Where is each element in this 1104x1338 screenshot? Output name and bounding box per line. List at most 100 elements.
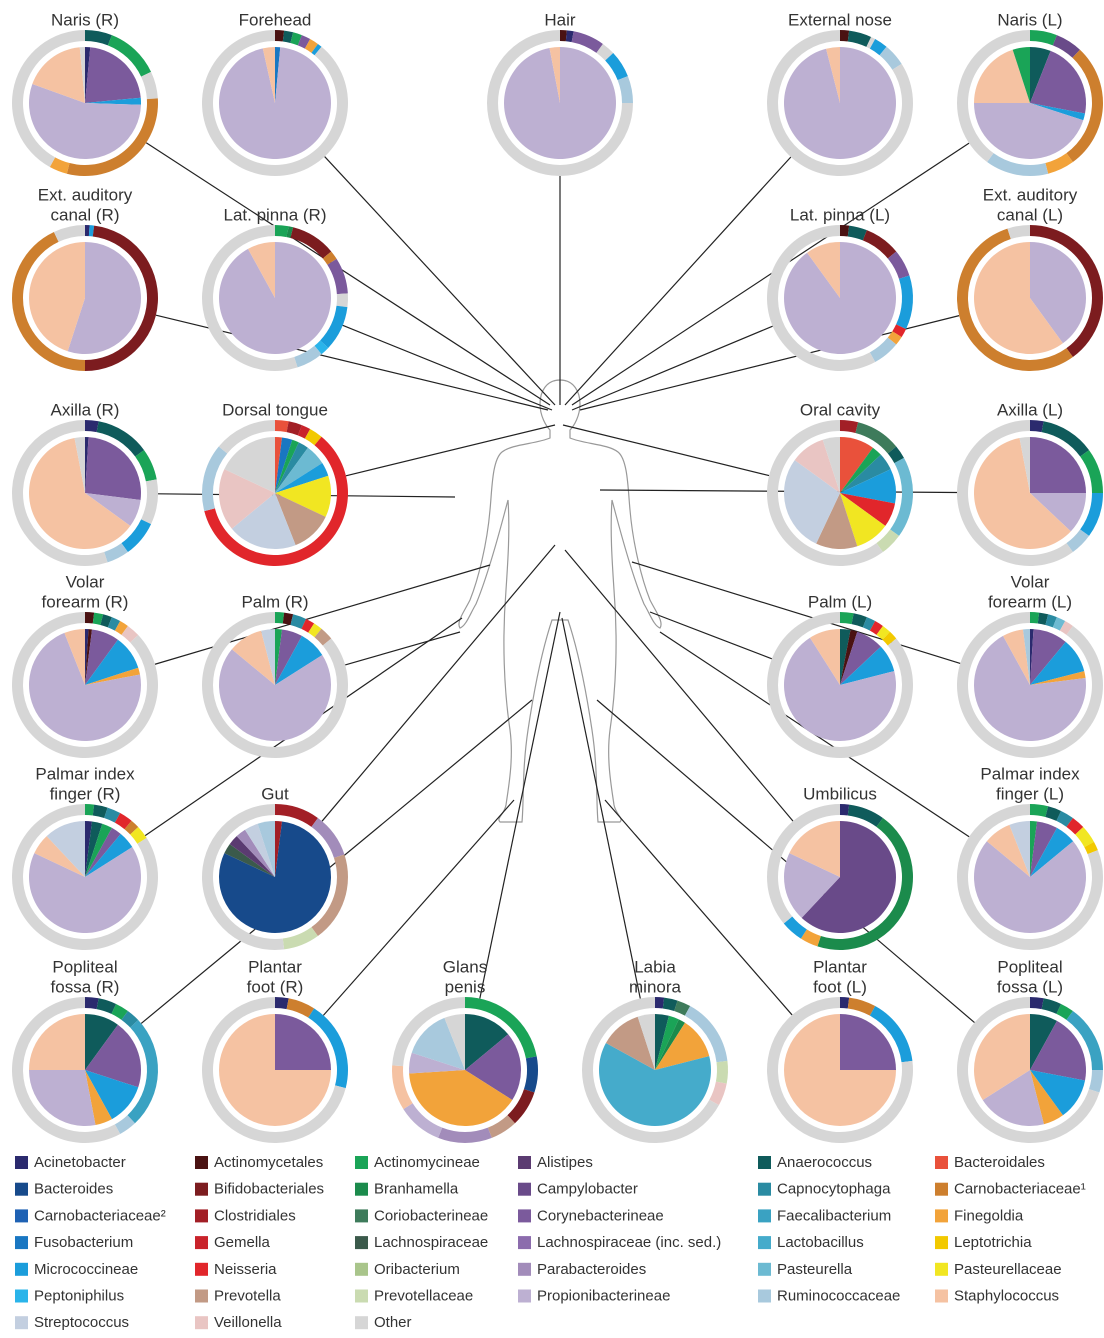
site-label: foot (L)	[813, 977, 867, 996]
pie-slice	[1030, 671, 1086, 685]
pie-slice	[85, 639, 139, 685]
site-pie	[581, 997, 729, 1144]
site-label: fossa (L)	[997, 977, 1063, 996]
pie-slice	[826, 47, 840, 103]
ring-segment	[314, 628, 332, 646]
legend-swatch	[15, 1209, 28, 1223]
legend-swatch	[195, 1262, 208, 1276]
ring-segment	[1066, 817, 1084, 835]
ring-segment	[275, 612, 285, 624]
legend-swatch	[355, 1262, 368, 1276]
ring-segment	[85, 612, 95, 624]
legend-swatch	[195, 1316, 208, 1330]
pie-slice	[655, 1019, 686, 1070]
ring-segment	[124, 820, 139, 835]
ring-segment	[1007, 225, 1030, 240]
ring-segment	[66, 98, 159, 177]
pie-slice	[219, 1014, 331, 1126]
body-right	[559, 379, 662, 823]
legend-swatch	[518, 1182, 531, 1196]
pie-slice	[218, 649, 331, 742]
pie-slice	[34, 836, 85, 877]
ring-segment	[847, 997, 876, 1016]
ring-segment	[1045, 806, 1062, 821]
legend-label: Oribacterium	[374, 1261, 460, 1278]
ring-segment	[11, 231, 85, 371]
ring-segment	[201, 446, 228, 512]
pie-slice	[840, 437, 873, 493]
ring-segment	[1045, 614, 1057, 628]
legend-label: Clostridiales	[214, 1207, 296, 1224]
ring-segment	[847, 804, 883, 827]
pie-slice	[29, 846, 142, 934]
ring-segment	[892, 324, 907, 338]
pie-slice	[261, 629, 275, 685]
legend-label: Branhamella	[374, 1181, 459, 1198]
legend-swatch	[15, 1289, 28, 1303]
pie-slice	[1030, 1014, 1057, 1070]
pie-slice	[840, 493, 896, 526]
site-label: Naris (R)	[51, 10, 119, 29]
pie-slice	[1030, 47, 1051, 103]
ring-segment	[851, 613, 867, 628]
pie-slice	[840, 447, 881, 493]
pie-slice	[840, 646, 895, 685]
ring-segment	[327, 258, 348, 295]
pie-slice	[1030, 493, 1087, 532]
site-label: Ext. auditory	[983, 185, 1078, 204]
ring-segment	[11, 30, 85, 167]
ring-segment	[297, 35, 311, 49]
ring-segment	[275, 804, 318, 827]
pie-slice	[840, 629, 851, 685]
site-label: Volar	[66, 572, 105, 591]
ring-segment	[862, 617, 876, 631]
ring-segment	[896, 275, 913, 330]
ring-segment	[107, 35, 152, 77]
pie-slice	[64, 629, 85, 685]
site-pie	[766, 612, 913, 759]
pie-slice	[1030, 50, 1086, 114]
ring-segment	[523, 1056, 538, 1093]
legend-label: Pasteurellaceae	[954, 1261, 1062, 1278]
legend-label: Capnocytophaga	[777, 1181, 891, 1198]
pie-slice	[1030, 103, 1086, 121]
pie-slice	[275, 629, 302, 685]
site-pie	[487, 30, 633, 176]
pie-slice	[408, 1052, 465, 1074]
connector	[321, 544, 556, 822]
pie-slice	[1003, 629, 1030, 685]
ring-segment	[304, 39, 318, 53]
site-label: Popliteal	[997, 957, 1062, 976]
site-label: canal (R)	[51, 205, 120, 224]
ring-segment	[869, 39, 887, 56]
legend-label: Parabacteroides	[537, 1261, 646, 1278]
pie-slice	[85, 629, 93, 685]
ring-segment	[275, 420, 289, 433]
pie-slice	[784, 242, 897, 355]
pie-slice	[85, 821, 103, 877]
legend-swatch	[935, 1289, 948, 1303]
ring-segment	[1037, 612, 1049, 625]
site-pie	[957, 225, 1103, 372]
site-label: Umbilicus	[803, 784, 877, 803]
ring-segment	[847, 225, 867, 241]
legend-label: Neisseria	[214, 1261, 277, 1278]
pie-slice	[85, 827, 121, 877]
site-pie	[392, 997, 538, 1143]
ring-segment	[684, 1006, 728, 1063]
site-label: Dorsal tongue	[222, 400, 328, 419]
pie-slice	[1030, 827, 1074, 877]
ring-segment	[571, 31, 603, 53]
connector	[564, 549, 794, 822]
ring-segment	[1030, 997, 1044, 1010]
ring-segment	[1084, 841, 1098, 855]
ring-segment	[956, 420, 1073, 566]
ring-segment	[1080, 450, 1103, 493]
ring-segment	[311, 854, 348, 937]
ring-segment	[855, 422, 897, 454]
site-label: Forehead	[239, 10, 312, 29]
site-pie	[11, 420, 158, 566]
ring-segment	[840, 30, 850, 42]
ring-segment	[1066, 49, 1103, 163]
ring-segment	[275, 225, 289, 238]
